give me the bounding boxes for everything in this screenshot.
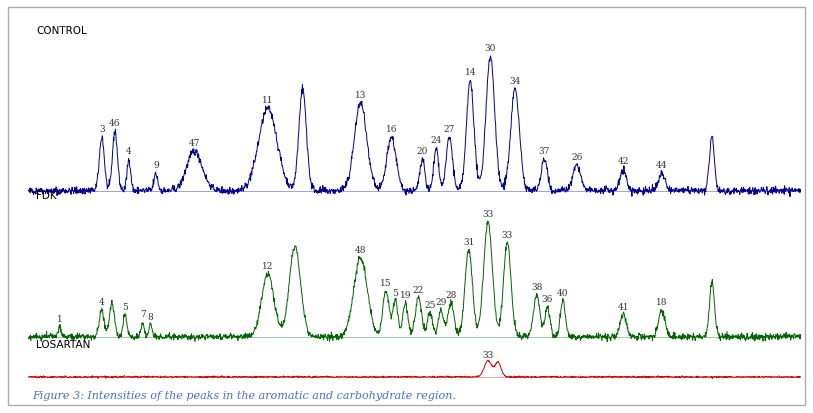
Text: 16: 16	[385, 124, 398, 133]
Text: 36: 36	[541, 294, 553, 303]
Text: CONTROL: CONTROL	[37, 26, 87, 36]
Text: 13: 13	[355, 90, 366, 100]
Text: 11: 11	[262, 96, 274, 105]
Text: 41: 41	[617, 302, 629, 311]
Text: 27: 27	[444, 124, 455, 133]
Text: 38: 38	[531, 282, 542, 291]
Text: 15: 15	[380, 278, 392, 287]
Text: 48: 48	[354, 246, 367, 255]
Text: LOSARTAN: LOSARTAN	[37, 339, 90, 349]
Text: 5: 5	[122, 302, 128, 311]
FancyBboxPatch shape	[8, 8, 805, 405]
Text: 31: 31	[463, 237, 474, 247]
Text: 33: 33	[502, 230, 513, 239]
Text: 3: 3	[99, 124, 105, 133]
Text: 33: 33	[482, 210, 493, 219]
Text: 30: 30	[485, 44, 496, 53]
Text: 4: 4	[126, 147, 132, 156]
Text: 40: 40	[557, 288, 568, 297]
Text: 19: 19	[400, 290, 411, 299]
Text: 8: 8	[148, 312, 154, 321]
Text: 47: 47	[189, 138, 200, 147]
Text: 14: 14	[464, 68, 476, 77]
Text: 33: 33	[482, 350, 493, 359]
Text: 4: 4	[99, 298, 105, 306]
Text: 9: 9	[153, 161, 159, 170]
Text: 18: 18	[656, 298, 667, 306]
Text: 29: 29	[435, 298, 446, 306]
Text: 28: 28	[446, 290, 457, 299]
Text: 37: 37	[539, 147, 550, 156]
Text: 12: 12	[263, 261, 273, 271]
Text: 46: 46	[109, 119, 120, 128]
Text: 20: 20	[417, 147, 428, 156]
Text: 26: 26	[572, 152, 582, 161]
Text: 22: 22	[413, 286, 424, 294]
Text: 44: 44	[656, 161, 667, 170]
Text: 1: 1	[56, 315, 63, 323]
Text: 7: 7	[140, 310, 146, 319]
Text: FDK: FDK	[37, 191, 57, 201]
Text: Figure 3: Intensities of the peaks in the aromatic and carbohydrate region.: Figure 3: Intensities of the peaks in th…	[33, 390, 456, 400]
Text: 42: 42	[618, 157, 628, 166]
Text: 5: 5	[393, 288, 398, 297]
Text: 25: 25	[424, 300, 436, 309]
Text: 24: 24	[431, 135, 442, 145]
Text: 34: 34	[510, 76, 520, 85]
